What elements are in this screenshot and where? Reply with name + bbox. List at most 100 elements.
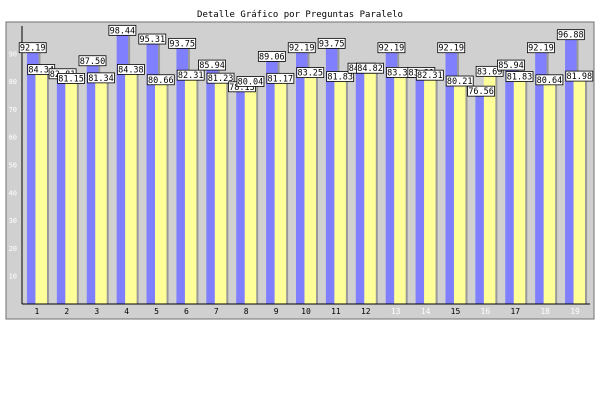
bar-series-1 <box>116 30 129 305</box>
x-tick-label: 1 <box>35 307 40 316</box>
bars <box>26 30 588 305</box>
data-label: 85.94 <box>497 59 525 71</box>
data-label-text: 84.38 <box>118 65 144 75</box>
bar-series-2 <box>573 76 586 304</box>
data-label: 92.19 <box>527 42 555 54</box>
data-label-box <box>556 29 585 41</box>
bar-series-2 <box>155 79 167 304</box>
data-label: 83.69 <box>475 65 504 77</box>
y-tick-label: 70 <box>9 106 17 114</box>
data-label-box <box>146 74 175 86</box>
data-label-box <box>57 73 85 84</box>
data-label: 82.31 <box>176 69 205 81</box>
bar-series-2 <box>453 81 466 304</box>
data-label-text: 81.83 <box>327 73 353 83</box>
data-label-text: 82.31 <box>417 71 443 81</box>
data-label-text: 85.94 <box>498 61 524 71</box>
data-label: 82.31 <box>415 69 444 81</box>
x-axis-ticks: 1 2 3 4 5 6 7 8 9 10 11 12 13 14 15 16 17 18 19 <box>35 307 581 316</box>
bar-series-1 <box>355 68 368 304</box>
x-tick-label: 6 <box>184 307 189 316</box>
data-label-box <box>116 64 145 75</box>
x-tick-label: 5 <box>154 307 159 316</box>
bar-series-1 <box>565 34 577 305</box>
bar-series-2 <box>244 81 257 304</box>
bar-series-2 <box>65 78 77 304</box>
data-label-box <box>565 70 594 82</box>
data-label-text: 98.44 <box>110 26 136 36</box>
data-label-text: 81.83 <box>507 73 533 83</box>
x-tick-label: 7 <box>214 307 219 316</box>
data-label-text: 92.19 <box>438 44 464 54</box>
data-label: 81.23 <box>206 72 235 84</box>
data-label-text: 96.88 <box>558 31 584 41</box>
data-label-text: 81.17 <box>268 74 294 84</box>
data-label: 87.50 <box>78 55 107 67</box>
data-label-text: 93.75 <box>169 39 195 49</box>
bar-series-1 <box>385 47 398 305</box>
bar-series-2 <box>424 75 436 305</box>
bar-series-2 <box>274 78 287 304</box>
bar-series-1 <box>206 65 218 305</box>
bar-series-1 <box>26 47 39 305</box>
bar-series-2 <box>364 68 376 304</box>
data-label-box <box>206 72 235 84</box>
data-label-box <box>108 24 137 36</box>
x-tick-label: 4 <box>124 307 129 316</box>
bar-series-1 <box>296 47 308 305</box>
data-label-text: 93.75 <box>319 39 345 49</box>
data-label: 92.19 <box>18 42 47 54</box>
bar-series-1 <box>445 47 457 305</box>
data-label: 96.88 <box>556 29 585 41</box>
data-label-text: 92.19 <box>379 44 405 54</box>
data-label: 81.83 <box>326 71 355 83</box>
data-label: 84.82 <box>356 62 384 74</box>
data-label: 92.19 <box>437 42 466 54</box>
bar-series-1 <box>325 43 338 304</box>
x-tick-label: 8 <box>244 307 249 316</box>
data-label-box <box>326 71 355 82</box>
bar-series-1 <box>236 86 248 304</box>
bar-series-1 <box>56 73 69 304</box>
data-label: 89.06 <box>257 51 286 62</box>
bar-series-2 <box>95 77 107 304</box>
data-label-box <box>467 85 496 97</box>
data-label-text: 85.94 <box>199 61 225 71</box>
bar-series-2 <box>35 69 47 305</box>
data-label-box <box>236 76 265 87</box>
data-label: 80.66 <box>146 74 175 86</box>
data-label-text: 76.56 <box>468 87 494 97</box>
bar-series-2 <box>184 75 197 305</box>
y-tick-label: 60 <box>9 134 17 142</box>
x-tick-label: 19 <box>570 307 580 316</box>
data-label-text: 87.50 <box>80 57 106 67</box>
data-label-text: 92.19 <box>528 44 554 54</box>
bar-series-1 <box>415 72 428 305</box>
axes <box>21 26 590 305</box>
x-tick-label: 11 <box>331 307 341 316</box>
data-label-box <box>266 72 295 84</box>
data-label-text: 81.23 <box>208 74 234 84</box>
data-label-text: 80.64 <box>537 76 563 86</box>
x-tick-label: 14 <box>421 307 431 316</box>
data-label-text: 95.31 <box>139 35 165 45</box>
data-label-box <box>176 69 205 81</box>
x-tick-label: 17 <box>510 307 520 316</box>
chart-title: Detalle Gráfico por Preguntas Paralelo <box>197 10 403 20</box>
x-tick-label: 16 <box>481 307 491 316</box>
data-label: 81.17 <box>266 72 295 84</box>
bar-series-2 <box>304 72 316 304</box>
data-label-text: 80.21 <box>447 77 473 87</box>
data-label-text: 78.13 <box>229 83 255 93</box>
bar-series-2 <box>214 78 227 304</box>
data-label-box <box>138 33 167 45</box>
data-label-box <box>415 69 444 81</box>
y-tick-label: 30 <box>9 217 17 225</box>
data-label-box <box>527 42 555 54</box>
data-label-box <box>18 42 47 54</box>
data-labels: 92.1984.3482.8181.1587.5081.3498.4484.38… <box>18 24 594 97</box>
data-label-text: 81.98 <box>567 72 593 82</box>
data-label-text: 82.31 <box>178 71 204 81</box>
data-label-box <box>445 75 474 87</box>
